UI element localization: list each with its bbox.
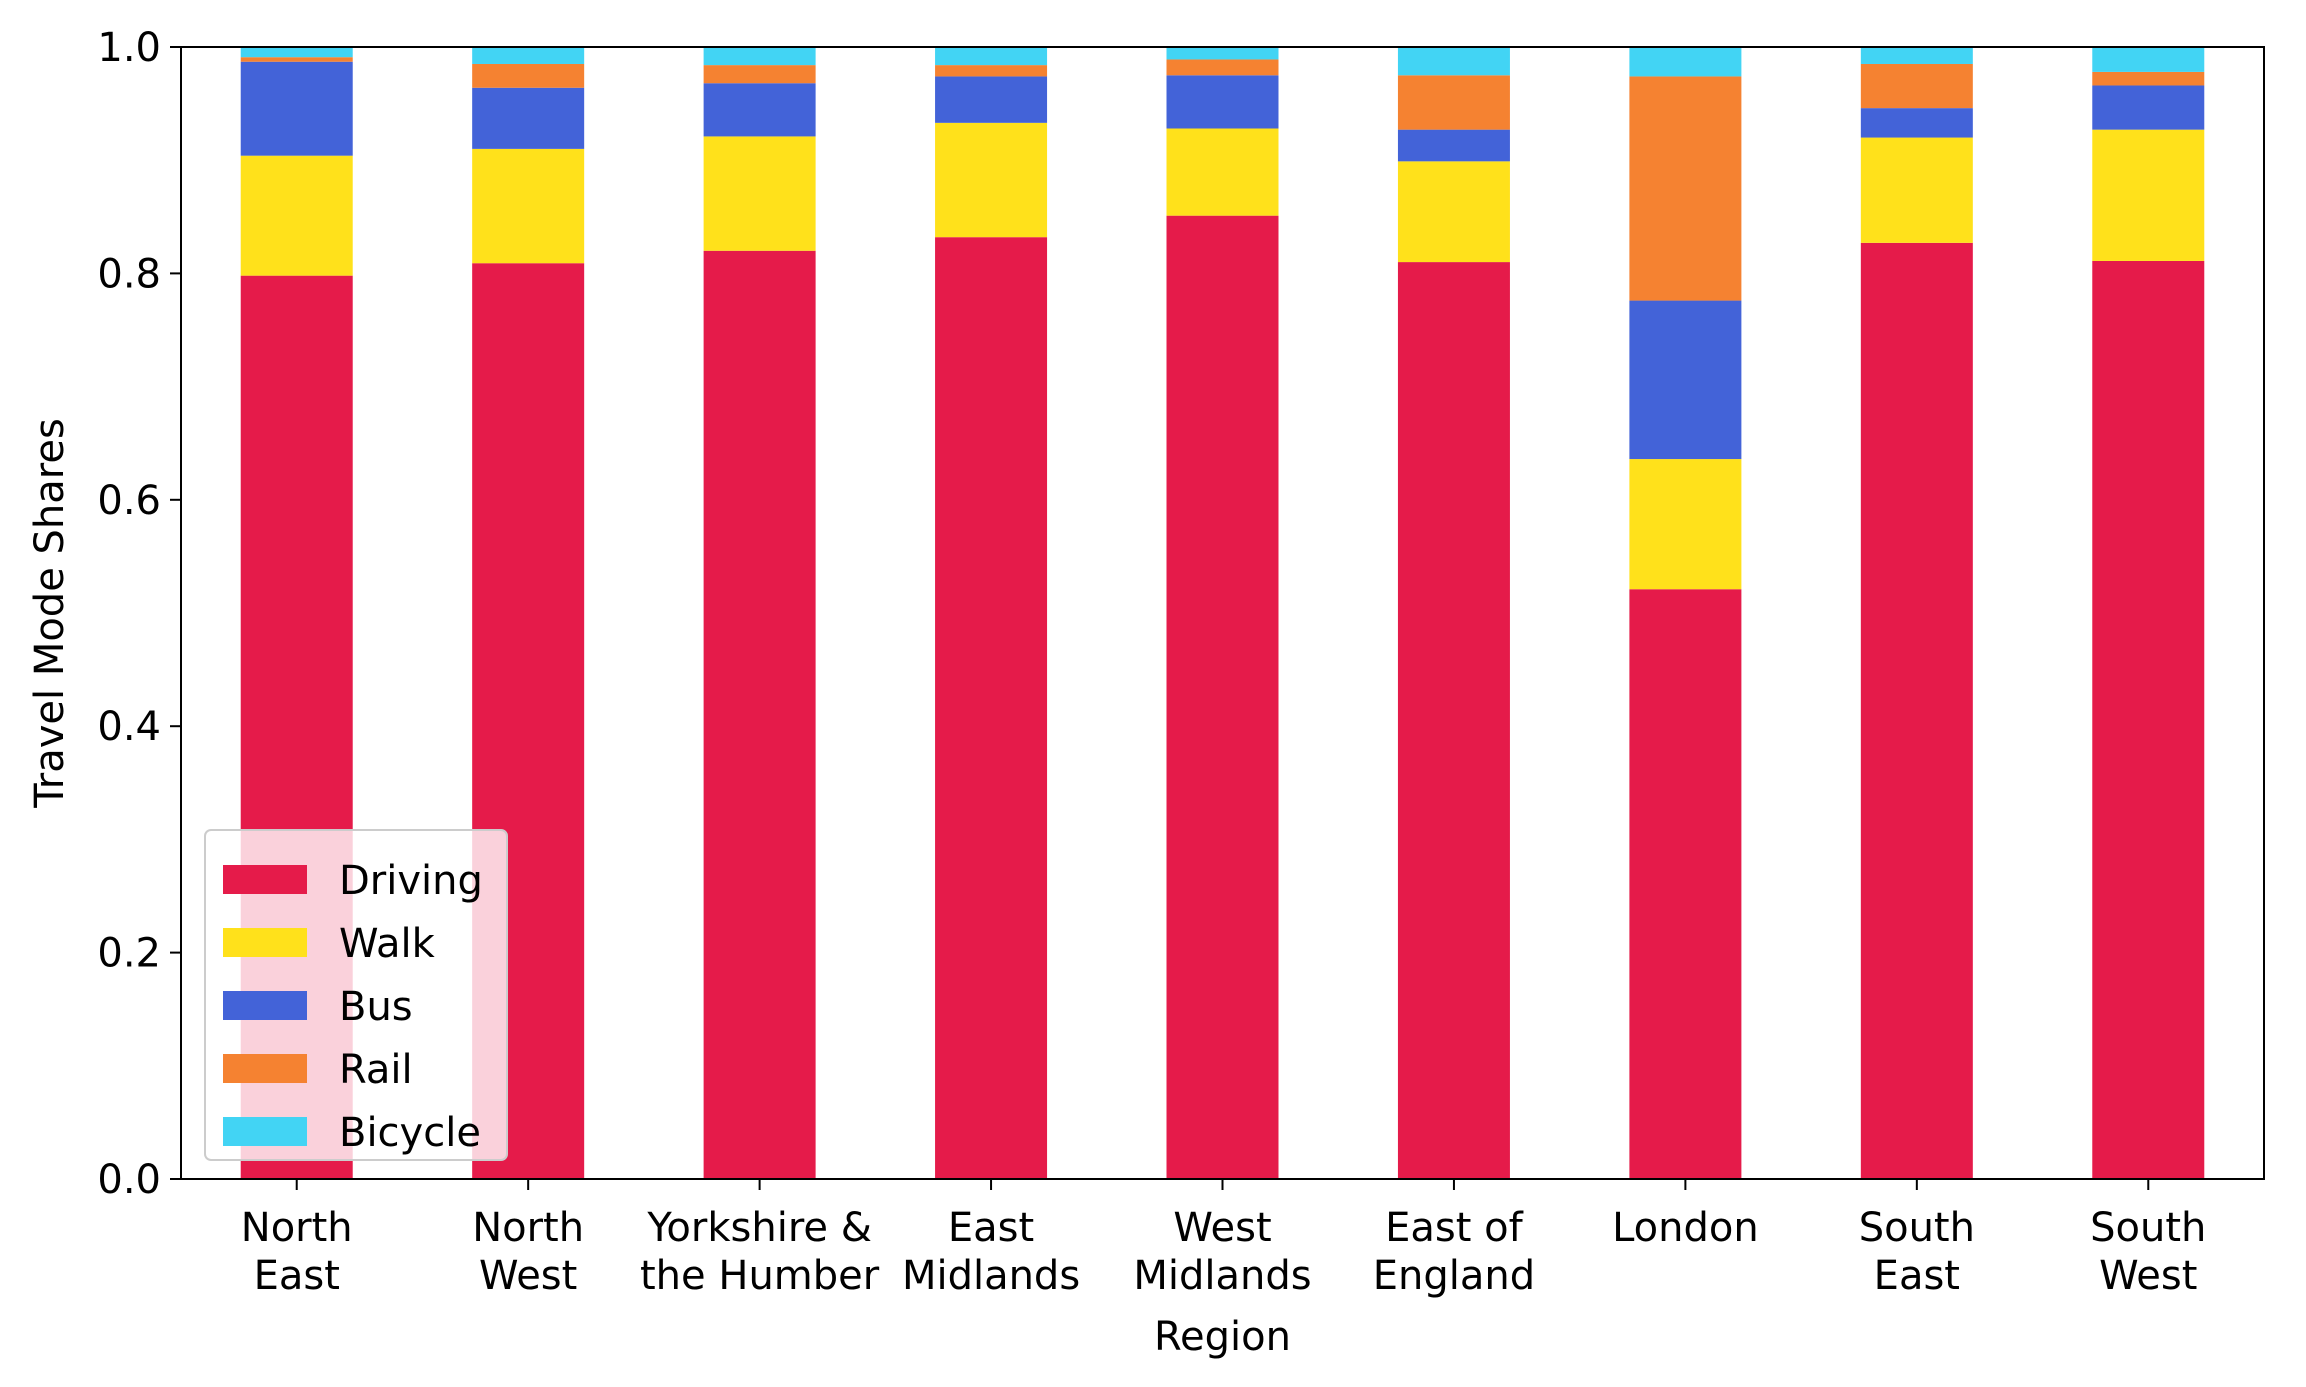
bar-segment-bus-1 <box>472 87 585 149</box>
bar-segment-walk-8 <box>2092 129 2205 261</box>
bar-segment-bicycle-4 <box>1166 47 1279 60</box>
legend-label-bicycle: Bicycle <box>339 1110 481 1156</box>
y-tick-label-4: 0.8 <box>97 251 161 297</box>
x-tick-label-1: North West <box>472 1205 584 1299</box>
bar-segment-bus-0 <box>240 61 353 156</box>
bar-segment-walk-4 <box>1166 128 1279 216</box>
bar-segment-rail-3 <box>935 65 1048 77</box>
bar-segment-rail-2 <box>703 65 816 84</box>
y-axis-title: Travel Mode Shares <box>27 418 73 809</box>
bar-segment-bicycle-3 <box>935 47 1048 66</box>
legend-label-rail: Rail <box>339 1047 413 1093</box>
x-tick-label-6: London <box>1612 1205 1759 1251</box>
bars-layer <box>240 47 2205 1180</box>
bar-segment-bicycle-8 <box>2092 47 2205 72</box>
bar-segment-driving-5 <box>1397 262 1510 1180</box>
bar-segment-walk-1 <box>472 148 585 264</box>
x-tick-label-7: South East <box>1859 1205 1975 1299</box>
bar-segment-driving-7 <box>1860 242 1973 1180</box>
legend-swatch-walk <box>223 928 307 957</box>
x-tick-label-8: South West <box>2090 1205 2206 1299</box>
bar-segment-bicycle-1 <box>472 47 585 64</box>
bar-segment-walk-2 <box>703 136 816 251</box>
bar-segment-bus-3 <box>935 76 1048 123</box>
x-tick-label-2: Yorkshire & the Humber <box>640 1205 880 1299</box>
bar-segment-rail-4 <box>1166 59 1279 76</box>
bar-segment-walk-7 <box>1860 137 1973 243</box>
bar-segment-rail-8 <box>2092 71 2205 86</box>
bar-segment-walk-3 <box>935 122 1048 238</box>
bar-segment-walk-6 <box>1629 459 1742 590</box>
legend-swatch-bus <box>223 991 307 1020</box>
bar-segment-bicycle-5 <box>1397 47 1510 76</box>
x-tick-label-5: East of England <box>1373 1205 1535 1299</box>
bar-segment-rail-0 <box>240 57 353 62</box>
x-tick-label-3: East Midlands <box>902 1205 1080 1299</box>
bar-segment-bus-7 <box>1860 108 1973 138</box>
legend-label-walk: Walk <box>339 921 436 967</box>
legend: Driving Walk Bus Rail Bicycle <box>204 829 508 1161</box>
legend-swatch-bicycle <box>223 1117 307 1146</box>
bar-segment-rail-1 <box>472 63 585 88</box>
bar-segment-bicycle-0 <box>240 47 353 58</box>
x-tick-label-0: North East <box>241 1205 353 1299</box>
y-tick-label-2: 0.4 <box>97 704 161 750</box>
x-tick-label-4: West Midlands <box>1133 1205 1311 1299</box>
bar-segment-rail-5 <box>1397 75 1510 130</box>
y-tick-label-0: 0.0 <box>97 1157 161 1203</box>
axes-layer: 0.0 0.2 0.4 0.6 0.8 1.0 North East North West York… <box>97 25 2265 1299</box>
bar-segment-bus-6 <box>1629 300 1742 460</box>
bar-segment-driving-2 <box>703 250 816 1179</box>
bar-segment-driving-3 <box>935 237 1048 1179</box>
y-tick-label-5: 1.0 <box>97 25 161 71</box>
bar-segment-rail-6 <box>1629 76 1742 301</box>
bar-segment-bicycle-7 <box>1860 47 1973 64</box>
bar-segment-bus-4 <box>1166 75 1279 129</box>
bar-segment-bus-2 <box>703 83 816 137</box>
y-tick-label-1: 0.2 <box>97 931 161 977</box>
bar-segment-walk-0 <box>240 155 353 276</box>
x-axis-title: Region <box>1154 1314 1291 1360</box>
bar-segment-driving-6 <box>1629 589 1742 1179</box>
y-tick-label-3: 0.6 <box>97 478 161 524</box>
bar-segment-driving-4 <box>1166 215 1279 1180</box>
bar-segment-bicycle-2 <box>703 47 816 66</box>
bar-segment-bicycle-6 <box>1629 47 1742 77</box>
legend-label-driving: Driving <box>339 858 483 904</box>
legend-swatch-driving <box>223 865 307 894</box>
legend-label-bus: Bus <box>339 984 413 1030</box>
legend-swatch-rail <box>223 1054 307 1083</box>
bar-segment-walk-5 <box>1397 161 1510 263</box>
bar-segment-driving-8 <box>2092 260 2205 1179</box>
bar-segment-rail-7 <box>1860 63 1973 109</box>
bar-segment-bus-8 <box>2092 85 2205 130</box>
bar-segment-bus-5 <box>1397 129 1510 162</box>
